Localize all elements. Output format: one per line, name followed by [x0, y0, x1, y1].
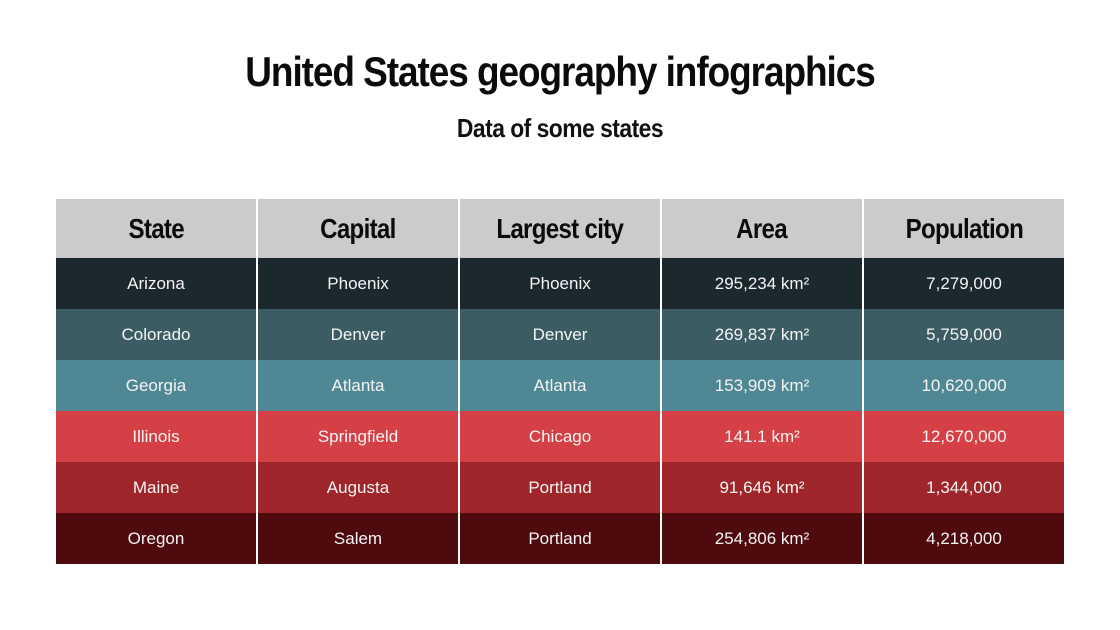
cell-largest-city: Chicago	[460, 411, 660, 462]
cell-population: 10,620,000	[864, 360, 1064, 411]
cell-area: 269,837 km²	[662, 309, 862, 360]
header-largest-city: Largest city	[460, 199, 660, 258]
header-label: Population	[905, 212, 1023, 244]
cell-area: 295,234 km²	[662, 258, 862, 309]
cell-state: Illinois	[56, 411, 256, 462]
cell-state: Oregon	[56, 513, 256, 564]
cell-capital: Salem	[258, 513, 458, 564]
cell-capital: Augusta	[258, 462, 458, 513]
cell-capital: Springfield	[258, 411, 458, 462]
cell-largest-city: Portland	[460, 513, 660, 564]
cell-largest-city: Atlanta	[460, 360, 660, 411]
cell-largest-city: Portland	[460, 462, 660, 513]
cell-population: 5,759,000	[864, 309, 1064, 360]
header-label: State	[128, 212, 184, 244]
cell-area: 141.1 km²	[662, 411, 862, 462]
header-label: Area	[736, 212, 788, 244]
header-area: Area	[662, 199, 862, 258]
cell-largest-city: Denver	[460, 309, 660, 360]
page-subtitle: Data of some states	[456, 113, 664, 143]
cell-largest-city: Phoenix	[460, 258, 660, 309]
cell-population: 1,344,000	[864, 462, 1064, 513]
cell-state: Maine	[56, 462, 256, 513]
cell-population: 4,218,000	[864, 513, 1064, 564]
table-row: Maine Augusta Portland 91,646 km² 1,344,…	[56, 462, 1064, 513]
header-label: Capital	[320, 212, 396, 244]
header-population: Population	[864, 199, 1064, 258]
header-label: Largest city	[496, 212, 625, 244]
table-row: Colorado Denver Denver 269,837 km² 5,759…	[56, 309, 1064, 360]
page-title: United States geography infographics	[245, 48, 875, 95]
table-header-row: State Capital Largest city Area Populati…	[56, 199, 1064, 258]
cell-population: 12,670,000	[864, 411, 1064, 462]
cell-population: 7,279,000	[864, 258, 1064, 309]
cell-area: 91,646 km²	[662, 462, 862, 513]
cell-area: 153,909 km²	[662, 360, 862, 411]
cell-state: Georgia	[56, 360, 256, 411]
header-capital: Capital	[258, 199, 458, 258]
cell-state: Colorado	[56, 309, 256, 360]
table-row: Oregon Salem Portland 254,806 km² 4,218,…	[56, 513, 1064, 564]
cell-capital: Denver	[258, 309, 458, 360]
header-state: State	[56, 199, 256, 258]
table-row: Arizona Phoenix Phoenix 295,234 km² 7,27…	[56, 258, 1064, 309]
states-table: State Capital Largest city Area Populati…	[56, 199, 1064, 564]
cell-area: 254,806 km²	[662, 513, 862, 564]
table-row: Illinois Springfield Chicago 141.1 km² 1…	[56, 411, 1064, 462]
cell-capital: Phoenix	[258, 258, 458, 309]
cell-state: Arizona	[56, 258, 256, 309]
cell-capital: Atlanta	[258, 360, 458, 411]
table-row: Georgia Atlanta Atlanta 153,909 km² 10,6…	[56, 360, 1064, 411]
